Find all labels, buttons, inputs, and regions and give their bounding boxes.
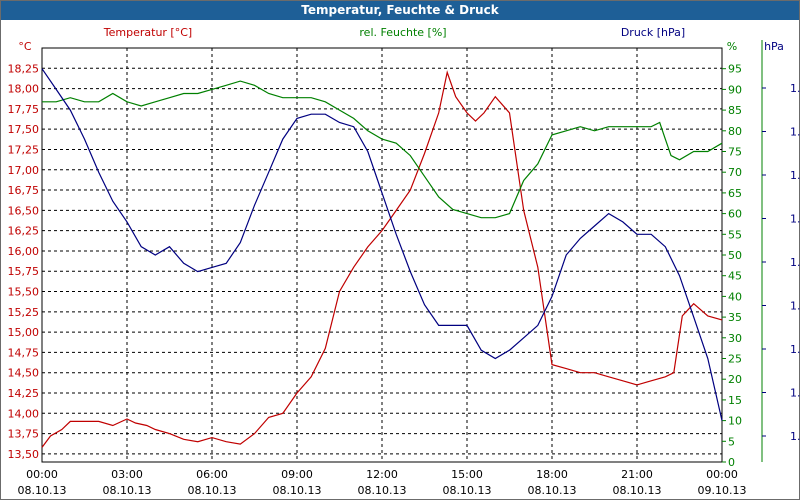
x-tick-time: 15:00: [451, 468, 483, 481]
pressure-unit-label: hPa: [764, 40, 784, 53]
temperature-tick-label: 17,50: [8, 123, 40, 136]
temperature-tick-label: 18,00: [8, 83, 40, 96]
temperature-tick-label: 16,25: [8, 225, 40, 238]
temperature-tick-label: 17,00: [8, 164, 40, 177]
pressure-tick-label: 1.014: [790, 213, 800, 226]
x-tick-time: 06:00: [196, 468, 228, 481]
humidity-tick-label: 95: [728, 63, 742, 76]
temperature-tick-label: 16,50: [8, 204, 40, 217]
temperature-tick-label: 16,00: [8, 245, 40, 258]
temperature-tick-label: 16,75: [8, 184, 40, 197]
pressure-tick-label: 1.014: [790, 82, 800, 95]
humidity-tick-label: 50: [728, 249, 742, 262]
x-tick-time: 12:00: [366, 468, 398, 481]
labels: 13,50 13,75 14,00 14,25 14,50 14,75 15,00 15,25…: [8, 26, 800, 497]
x-tick-time: 03:00: [111, 468, 143, 481]
temperature-unit-label: °C: [18, 40, 32, 53]
humidity-tick-label: 75: [728, 146, 742, 159]
humidity-tick-label: 15: [728, 394, 742, 407]
pressure-tick-label: 1.013: [790, 343, 800, 356]
humidity-tick-label: 55: [728, 228, 742, 241]
temperature-tick-label: 13,75: [8, 428, 40, 441]
temperature-axis-title: Temperatur [°C]: [103, 26, 192, 39]
humidity-tick-label: 60: [728, 208, 742, 221]
x-tick-date: 08.10.13: [273, 484, 322, 497]
x-tick-time: 09:00: [281, 468, 313, 481]
pressure-tick-label: 1.012: [790, 387, 800, 400]
temperature-tick-label: 14,00: [8, 407, 40, 420]
humidity-tick-label: 20: [728, 373, 742, 386]
chart-title: Temperatur, Feuchte & Druck: [1, 1, 799, 20]
temperature-tick-label: 17,75: [8, 103, 40, 116]
humidity-tick-label: 35: [728, 311, 742, 324]
temperature-tick-label: 15,00: [8, 326, 40, 339]
humidity-tick-label: 70: [728, 166, 742, 179]
temperature-tick-label: 18,25: [8, 62, 40, 75]
x-tick-time: 00:00: [706, 468, 738, 481]
x-tick-date: 08.10.13: [358, 484, 407, 497]
temperature-tick-label: 15,50: [8, 286, 40, 299]
x-tick-date: 08.10.13: [103, 484, 152, 497]
humidity-tick-label: 45: [728, 270, 742, 283]
x-tick-time: 00:00: [26, 468, 58, 481]
series-line-temperature: [41, 70, 723, 448]
pressure-axis-title: Druck [hPa]: [621, 26, 685, 39]
humidity-tick-label: 85: [728, 104, 742, 117]
temperature-tick-label: 17,25: [8, 143, 40, 156]
humidity-tick-label: 0: [728, 456, 735, 469]
humidity-tick-label: 90: [728, 83, 742, 96]
temperature-tick-label: 14,75: [8, 346, 40, 359]
series: [41, 68, 723, 448]
humidity-tick-label: 65: [728, 187, 742, 200]
x-tick-date: 08.10.13: [528, 484, 577, 497]
axes: [722, 40, 766, 463]
humidity-tick-label: 5: [728, 435, 735, 448]
pressure-tick-label: 1.013: [790, 300, 800, 313]
temperature-tick-label: 15,75: [8, 265, 40, 278]
x-tick-time: 18:00: [536, 468, 568, 481]
x-tick-date: 08.10.13: [188, 484, 237, 497]
humidity-axis-title: rel. Feuchte [%]: [359, 26, 446, 39]
temperature-tick-label: 15,25: [8, 306, 40, 319]
temperature-tick-label: 13,50: [8, 448, 40, 461]
humidity-unit-label: %: [727, 40, 737, 53]
pressure-tick-label: 1.014: [790, 169, 800, 182]
temperature-tick-label: 14,50: [8, 367, 40, 380]
humidity-tick-label: 25: [728, 353, 742, 366]
humidity-tick-label: 30: [728, 332, 742, 345]
x-tick-time: 21:00: [621, 468, 653, 481]
x-tick-date: 09.10.13: [698, 484, 747, 497]
humidity-tick-label: 10: [728, 415, 742, 428]
pressure-tick-label: 1.014: [790, 126, 800, 139]
pressure-tick-label: 1.013: [790, 256, 800, 269]
x-tick-date: 08.10.13: [18, 484, 67, 497]
series-line-pressure: [41, 68, 723, 421]
x-tick-date: 08.10.13: [443, 484, 492, 497]
humidity-tick-label: 80: [728, 125, 742, 138]
series-line-humidity: [42, 80, 723, 219]
x-tick-date: 08.10.13: [613, 484, 662, 497]
pressure-tick-label: 1.012: [790, 430, 800, 443]
humidity-tick-label: 40: [728, 290, 742, 303]
temperature-tick-label: 14,25: [8, 387, 40, 400]
grid: [41, 47, 723, 463]
